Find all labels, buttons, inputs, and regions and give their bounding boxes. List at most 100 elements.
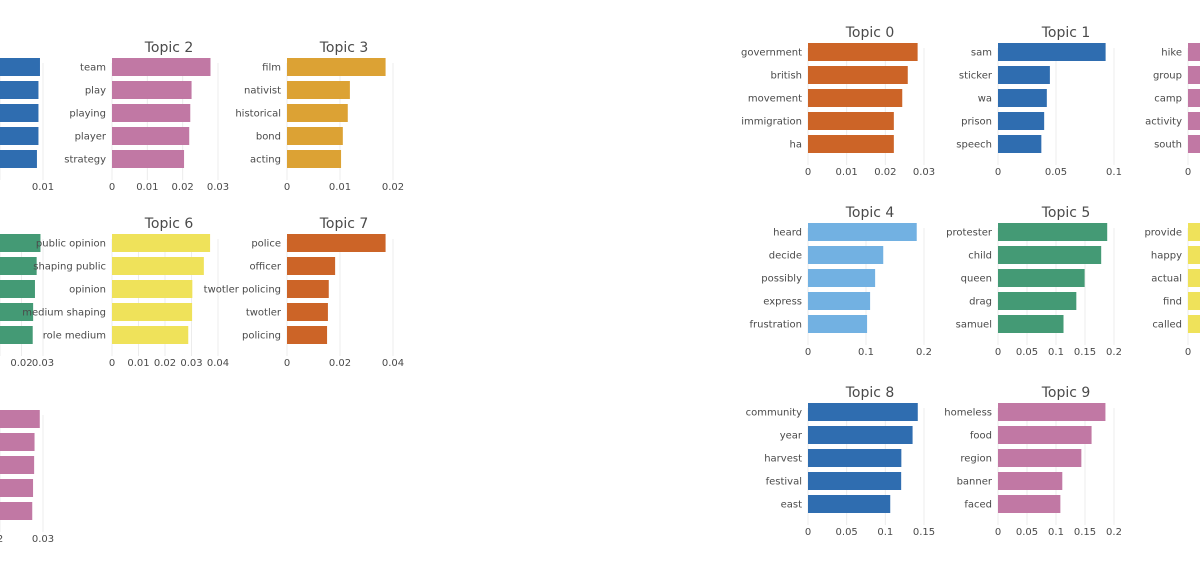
bar [1188, 223, 1200, 241]
category-label: hike [1161, 48, 1182, 59]
category-label: year [780, 431, 803, 442]
bar [998, 495, 1061, 513]
bar [808, 315, 868, 333]
panel-title: Topic 2 [144, 40, 194, 56]
bar [287, 127, 343, 145]
x-tick-label: 0.2 [1106, 527, 1122, 538]
category-label: banner [957, 477, 993, 488]
category-label: frustration [750, 320, 803, 331]
category-label: acting [250, 155, 281, 166]
category-label: happy [1151, 251, 1182, 262]
bar [808, 66, 908, 84]
x-tick-label: 0 [995, 167, 1001, 178]
topic-panel-2: Topic 3 film nativist historical bond acting 0… [235, 40, 404, 193]
x-tick-label: 0.02 [172, 182, 194, 193]
bar [808, 246, 884, 264]
x-tick-label: 0.04 [207, 358, 229, 369]
x-tick-label: 0.02 [874, 167, 896, 178]
bar [998, 223, 1108, 241]
bar [112, 127, 190, 145]
x-tick-label: 0.05 [1016, 347, 1038, 358]
category-label: protester [946, 228, 993, 239]
category-label: government [741, 48, 802, 59]
bar [287, 81, 350, 99]
bar [808, 426, 913, 444]
bar [287, 150, 342, 168]
bar [998, 269, 1085, 287]
bar [998, 89, 1047, 107]
category-label: speech [956, 140, 992, 151]
category-label: food [970, 431, 992, 442]
x-tick-label: 0.03 [32, 534, 54, 545]
bar [287, 326, 328, 344]
topic-panel-14: Topic 9 homeless food region banner faced 0 0.0… [944, 385, 1122, 538]
bar [808, 292, 871, 310]
category-label: prison [961, 117, 992, 128]
topic-panel-9: hike group camp activity south 0 [1145, 43, 1200, 178]
category-label: police [251, 239, 281, 250]
bar [112, 280, 193, 298]
bar [112, 104, 191, 122]
bar [0, 81, 39, 99]
bar [998, 292, 1077, 310]
category-label: community [746, 408, 802, 419]
category-label: express [763, 297, 802, 308]
x-tick-label: 2 [0, 534, 3, 545]
category-label: player [75, 132, 107, 143]
bar [112, 326, 189, 344]
topic-panel-12: provide happy actual find called 0 [1144, 223, 1200, 358]
x-tick-label: 0.02 [154, 358, 176, 369]
category-label: strategy [64, 155, 106, 166]
bar [0, 127, 39, 145]
category-label: east [781, 500, 802, 511]
category-label: play [85, 86, 106, 97]
bar [808, 403, 918, 421]
x-tick-label: 0 [109, 182, 115, 193]
category-label: group [1153, 71, 1182, 82]
category-label: faced [964, 500, 992, 511]
category-label: sticker [959, 71, 993, 82]
category-label: drag [969, 297, 992, 308]
x-tick-label: 0.02 [329, 358, 351, 369]
x-tick-label: 0.15 [1074, 347, 1096, 358]
category-label: find [1163, 297, 1182, 308]
bar [808, 472, 902, 490]
category-label: actual [1151, 274, 1182, 285]
x-tick-label: 0.01 [836, 167, 858, 178]
bar [998, 112, 1045, 130]
category-label: wa [978, 94, 992, 105]
topic-panel-0: Topic 10.01 [0, 58, 54, 193]
category-label: playing [69, 109, 106, 120]
bar [1188, 66, 1200, 84]
topic-panel-11: Topic 5 protester child queen drag samuel 0 0.0… [946, 205, 1122, 358]
bar [1188, 43, 1200, 61]
panel-title: Topic 0 [845, 25, 895, 41]
bar [1188, 112, 1200, 130]
bar [808, 43, 918, 61]
category-label: heard [773, 228, 802, 239]
x-tick-label: 0 [995, 347, 1001, 358]
bar [287, 234, 386, 252]
bar [287, 303, 328, 321]
x-tick-label: 0.1 [858, 347, 874, 358]
category-label: south [1154, 140, 1182, 151]
category-label: provide [1144, 228, 1182, 239]
topic-panel-10: Topic 4 heard decide possibly express frustra… [750, 205, 932, 358]
bar [287, 257, 336, 275]
x-tick-label: 0 [805, 167, 811, 178]
bar [808, 269, 876, 287]
bar [808, 449, 902, 467]
category-label: harvest [764, 454, 802, 465]
category-label: twotler policing [204, 285, 281, 296]
category-label: film [262, 63, 281, 74]
category-label: child [968, 251, 992, 262]
bar [808, 135, 894, 153]
x-tick-label: 0.15 [913, 527, 935, 538]
category-label: role medium [43, 331, 106, 342]
x-tick-label: 0.2 [916, 347, 932, 358]
bar [808, 223, 917, 241]
bar [998, 315, 1064, 333]
topic-panel-13: Topic 8 community year harvest festival east 0… [746, 385, 936, 538]
bar [998, 472, 1063, 490]
